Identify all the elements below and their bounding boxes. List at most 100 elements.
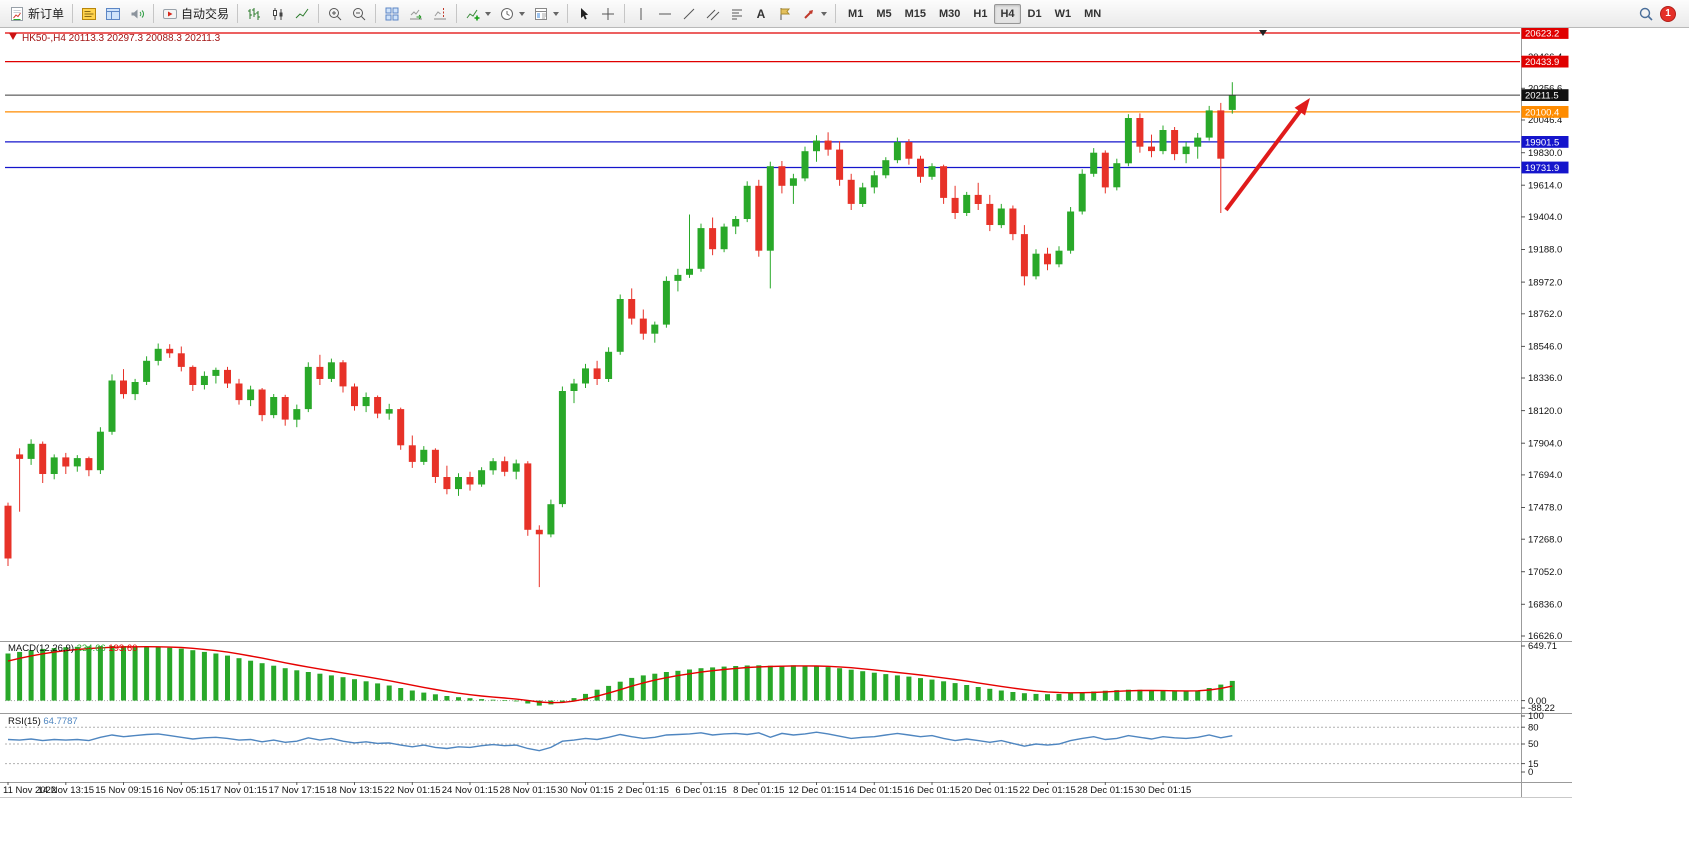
vertical-line-icon: [640, 7, 642, 20]
zoom-in-button[interactable]: [323, 2, 347, 25]
candle: [1124, 114, 1132, 167]
zoom-in-icon: [329, 7, 342, 20]
new-order-button[interactable]: 新订单: [5, 2, 68, 25]
candle: [697, 223, 705, 272]
alerts-button[interactable]: [125, 2, 149, 25]
search-button[interactable]: [1634, 2, 1658, 25]
candle: [766, 161, 774, 289]
macd-bar: [663, 672, 669, 701]
candle: [293, 404, 301, 428]
candle: [247, 385, 255, 407]
macd-bar: [536, 700, 542, 706]
price-tick-label: 19830.0: [1528, 148, 1562, 159]
fibonacci-icon: [732, 9, 743, 19]
data-window-button[interactable]: [101, 2, 125, 25]
candle: [1113, 158, 1121, 191]
macd-bar: [1160, 690, 1166, 701]
channel-icon: [706, 9, 720, 20]
macd-bar: [467, 698, 473, 701]
macd-bar: [132, 646, 138, 701]
macd-bar: [767, 665, 773, 701]
bar-chart-icon: [248, 7, 261, 20]
candlestick-chart-button[interactable]: [266, 2, 290, 25]
templates-button[interactable]: [529, 2, 563, 25]
periods-button[interactable]: [495, 2, 529, 25]
indicators-icon: [466, 9, 480, 20]
candle: [824, 132, 832, 156]
toolbar-separator: [835, 4, 837, 23]
vertical-line-button[interactable]: [629, 2, 653, 25]
candle: [154, 343, 162, 366]
text-label-button[interactable]: [773, 2, 797, 25]
macd-bar: [871, 672, 877, 701]
tile-windows-button[interactable]: [380, 2, 404, 25]
macd-bar: [225, 655, 230, 701]
toolbar-separator: [153, 4, 155, 23]
timeframe-w1-button[interactable]: W1: [1049, 4, 1078, 24]
candle: [662, 276, 670, 328]
macd-bar: [629, 677, 635, 701]
timeframe-m15-button[interactable]: M15: [899, 4, 932, 24]
zoom-out-button[interactable]: [347, 2, 371, 25]
cursor-button[interactable]: [572, 2, 596, 25]
candle: [893, 137, 901, 164]
chart-shift-icon: [434, 7, 447, 19]
channel-button[interactable]: [701, 2, 725, 25]
candle: [501, 456, 509, 477]
autotrading-button[interactable]: 自动交易: [158, 2, 233, 25]
notification-badge[interactable]: 1: [1660, 5, 1676, 22]
fibonacci-button[interactable]: [725, 2, 749, 25]
timeframe-toolbar: M1 M5 M15 M30 H1 H4 D1 W1 MN: [842, 3, 1107, 24]
periods-clock-icon: [501, 7, 514, 20]
candle: [674, 268, 682, 292]
macd-bar: [109, 646, 115, 701]
auto-scroll-button[interactable]: [404, 2, 428, 25]
macd-bar: [271, 665, 277, 701]
bar-chart-button[interactable]: [242, 2, 266, 25]
chart-info-line: HK50-,H4 20113.3 20297.3 20088.3 20211.3: [22, 33, 221, 44]
auto-scroll-icon: [410, 9, 423, 19]
candle: [524, 461, 532, 536]
candle: [489, 458, 497, 475]
timeframe-d1-button[interactable]: D1: [1022, 4, 1048, 24]
timeframe-m5-button[interactable]: M5: [870, 4, 897, 24]
chart-canvas[interactable]: HK50-,H4 20113.3 20297.3 20088.3 20211.3…: [0, 28, 1689, 865]
timeframe-h1-button[interactable]: H1: [967, 4, 993, 24]
candle: [50, 454, 58, 480]
crosshair-button[interactable]: [596, 2, 620, 25]
candle: [189, 365, 197, 391]
market-watch-icon: [82, 7, 97, 20]
indicators-button[interactable]: [461, 2, 495, 25]
candle: [558, 386, 566, 508]
timeframe-m1-button[interactable]: M1: [842, 4, 869, 24]
chart-shift-button[interactable]: [428, 2, 452, 25]
macd-bar: [63, 647, 69, 701]
candle: [974, 182, 982, 210]
timeframe-h4-button[interactable]: H4: [994, 3, 1021, 24]
macd-bar: [282, 668, 288, 701]
macd-bar: [1125, 689, 1131, 701]
macd-bar: [559, 700, 565, 702]
timeframe-mn-button[interactable]: MN: [1078, 4, 1107, 24]
macd-bar: [779, 665, 785, 701]
toolbar-separator: [237, 4, 239, 23]
candle: [686, 214, 693, 278]
arrow-object[interactable]: [1224, 98, 1310, 212]
time-tick-label: 11 Nov 2022: [3, 785, 56, 796]
price-tick-label: 17052.0: [1528, 567, 1562, 578]
candle: [443, 465, 451, 495]
horizontal-line-button[interactable]: [653, 2, 677, 25]
trendline-button[interactable]: [677, 2, 701, 25]
macd-bar: [929, 679, 935, 701]
candle: [605, 347, 613, 382]
candle: [96, 427, 104, 474]
timeframe-m30-button[interactable]: M30: [933, 4, 966, 24]
candle: [1032, 249, 1040, 280]
macd-scale-label: 649.71: [1528, 641, 1557, 652]
line-chart-button[interactable]: [290, 2, 314, 25]
market-watch-button[interactable]: [77, 2, 101, 25]
arrows-button[interactable]: [797, 2, 831, 25]
text-button[interactable]: A: [749, 2, 773, 25]
